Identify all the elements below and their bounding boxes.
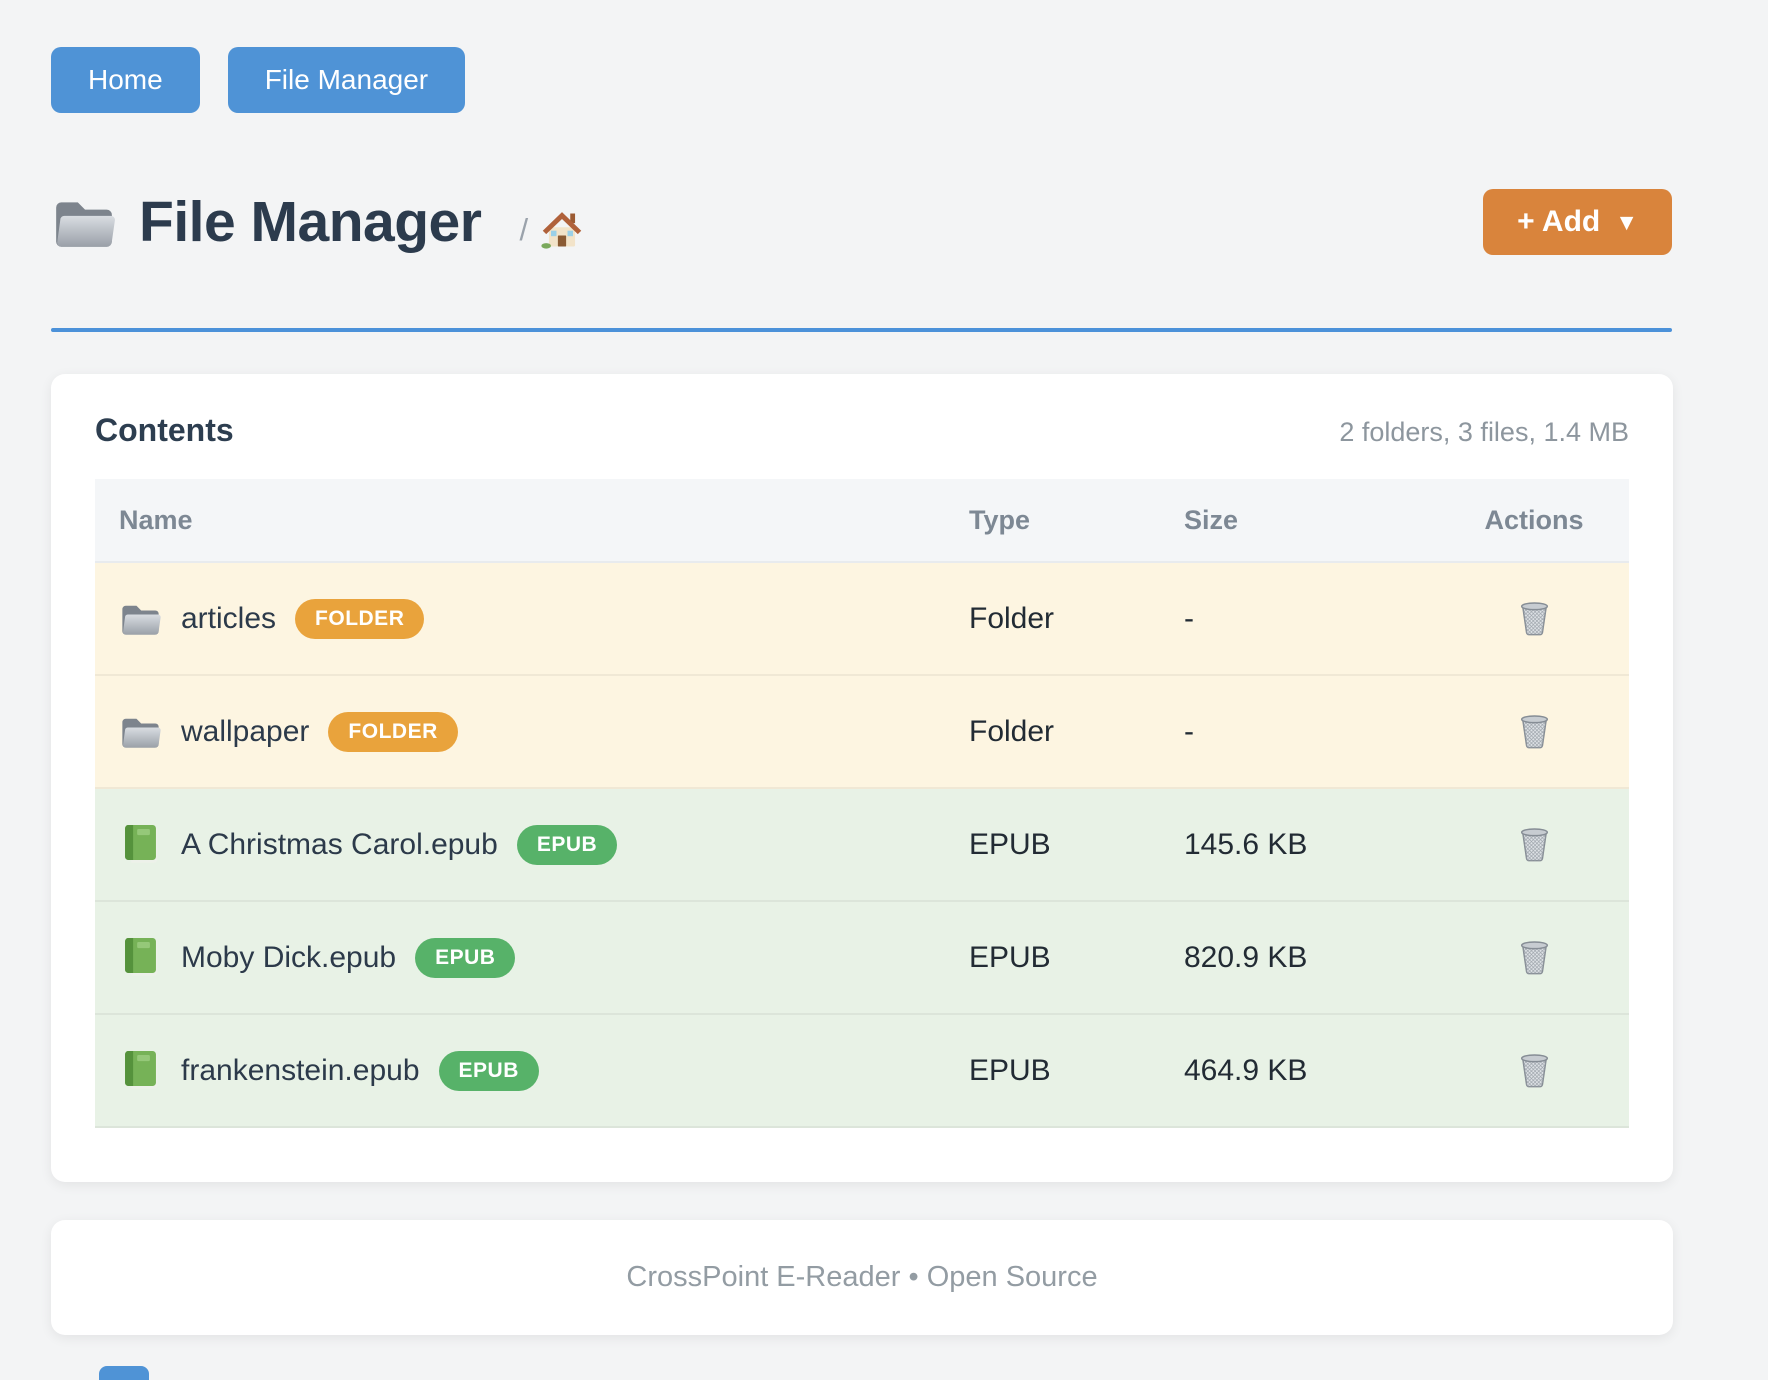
type-badge: EPUB <box>415 937 516 978</box>
table-row-articles[interactable]: articles FOLDER Folder - <box>95 563 1629 676</box>
delete-button[interactable] <box>1511 1047 1558 1094</box>
column-header-size: Size <box>1184 504 1239 535</box>
file-type: EPUB <box>969 940 1051 974</box>
delete-button[interactable] <box>1511 934 1558 981</box>
trash-icon <box>1515 1051 1554 1090</box>
type-badge: FOLDER <box>328 711 458 752</box>
top-nav: Home File Manager <box>0 0 1768 113</box>
file-size: - <box>1184 601 1194 635</box>
name-cell: wallpaper FOLDER <box>95 710 969 753</box>
file-name: frankenstein.epub <box>181 1053 420 1087</box>
file-size: 464.9 KB <box>1184 1053 1308 1087</box>
column-header-name: Name <box>119 504 193 535</box>
type-badge: FOLDER <box>295 598 425 639</box>
file-type: Folder <box>969 714 1055 748</box>
file-name: Moby Dick.epub <box>181 940 397 974</box>
name-cell: Moby Dick.epub EPUB <box>95 936 969 979</box>
trash-icon <box>1515 712 1554 751</box>
breadcrumb: / <box>519 208 584 252</box>
footer-text: CrossPoint E-Reader • Open Source <box>626 1261 1098 1293</box>
folder-icon <box>119 597 162 640</box>
title-group: File Manager / <box>51 182 1483 262</box>
trash-icon <box>1515 599 1554 638</box>
chevron-down-icon: ▼ <box>1615 208 1638 235</box>
file-type: Folder <box>969 601 1055 635</box>
contents-card-header: Contents 2 folders, 3 files, 1.4 MB <box>95 412 1629 449</box>
cut-off-blue-button[interactable] <box>99 1366 149 1380</box>
column-header-type: Type <box>969 504 1031 535</box>
actions-cell <box>1439 595 1629 642</box>
trash-icon <box>1515 825 1554 864</box>
name-cell: frankenstein.epub EPUB <box>95 1049 969 1092</box>
contents-card: Contents 2 folders, 3 files, 1.4 MB Name… <box>51 374 1673 1182</box>
contents-summary: 2 folders, 3 files, 1.4 MB <box>1339 417 1629 447</box>
folder-icon <box>119 710 162 753</box>
type-badge: EPUB <box>516 824 618 865</box>
type-badge: EPUB <box>438 1050 539 1091</box>
actions-cell <box>1439 821 1629 868</box>
folder-icon <box>51 189 117 255</box>
name-cell: articles FOLDER <box>95 597 969 640</box>
page-header: File Manager / + Add ▼ <box>51 182 1672 262</box>
trash-icon <box>1515 938 1554 977</box>
page-title: File Manager <box>139 190 482 254</box>
file-name: A Christmas Carol.epub <box>181 827 498 861</box>
breadcrumb-separator: / <box>519 212 529 247</box>
nav-home-button[interactable]: Home <box>51 47 200 113</box>
actions-cell <box>1439 708 1629 755</box>
nav-file-manager-button[interactable]: File Manager <box>227 47 466 113</box>
file-size: - <box>1184 714 1194 748</box>
contents-heading: Contents <box>95 412 234 448</box>
table-row-frankenstein[interactable]: frankenstein.epub EPUB EPUB 464.9 KB <box>95 1015 1629 1128</box>
file-type: EPUB <box>969 827 1051 861</box>
actions-cell <box>1439 1047 1629 1094</box>
table-row-christmas-carol[interactable]: A Christmas Carol.epub EPUB EPUB 145.6 K… <box>95 789 1629 902</box>
table-row-wallpaper[interactable]: wallpaper FOLDER Folder - <box>95 676 1629 789</box>
header-divider <box>51 328 1672 332</box>
delete-button[interactable] <box>1511 595 1558 642</box>
delete-button[interactable] <box>1511 821 1558 868</box>
table-row-moby-dick[interactable]: Moby Dick.epub EPUB EPUB 820.9 KB <box>95 902 1629 1015</box>
file-size: 145.6 KB <box>1184 827 1308 861</box>
delete-button[interactable] <box>1511 708 1558 755</box>
file-name: articles <box>181 601 277 635</box>
book-icon <box>119 936 162 979</box>
book-icon <box>119 1049 162 1092</box>
book-icon <box>119 823 162 866</box>
home-icon[interactable] <box>540 208 584 252</box>
file-type: EPUB <box>969 1053 1051 1087</box>
footer-card: CrossPoint E-Reader • Open Source <box>51 1220 1673 1335</box>
add-button[interactable]: + Add ▼ <box>1483 189 1672 255</box>
add-button-label: + Add <box>1517 205 1601 238</box>
table-header-row: Name Type Size Actions <box>95 479 1629 563</box>
actions-cell <box>1439 934 1629 981</box>
column-header-actions: Actions <box>1484 504 1584 535</box>
files-table: Name Type Size Actions articles FOLDER F… <box>95 479 1629 1128</box>
file-size: 820.9 KB <box>1184 940 1308 974</box>
name-cell: A Christmas Carol.epub EPUB <box>95 823 969 866</box>
file-name: wallpaper <box>181 714 310 748</box>
